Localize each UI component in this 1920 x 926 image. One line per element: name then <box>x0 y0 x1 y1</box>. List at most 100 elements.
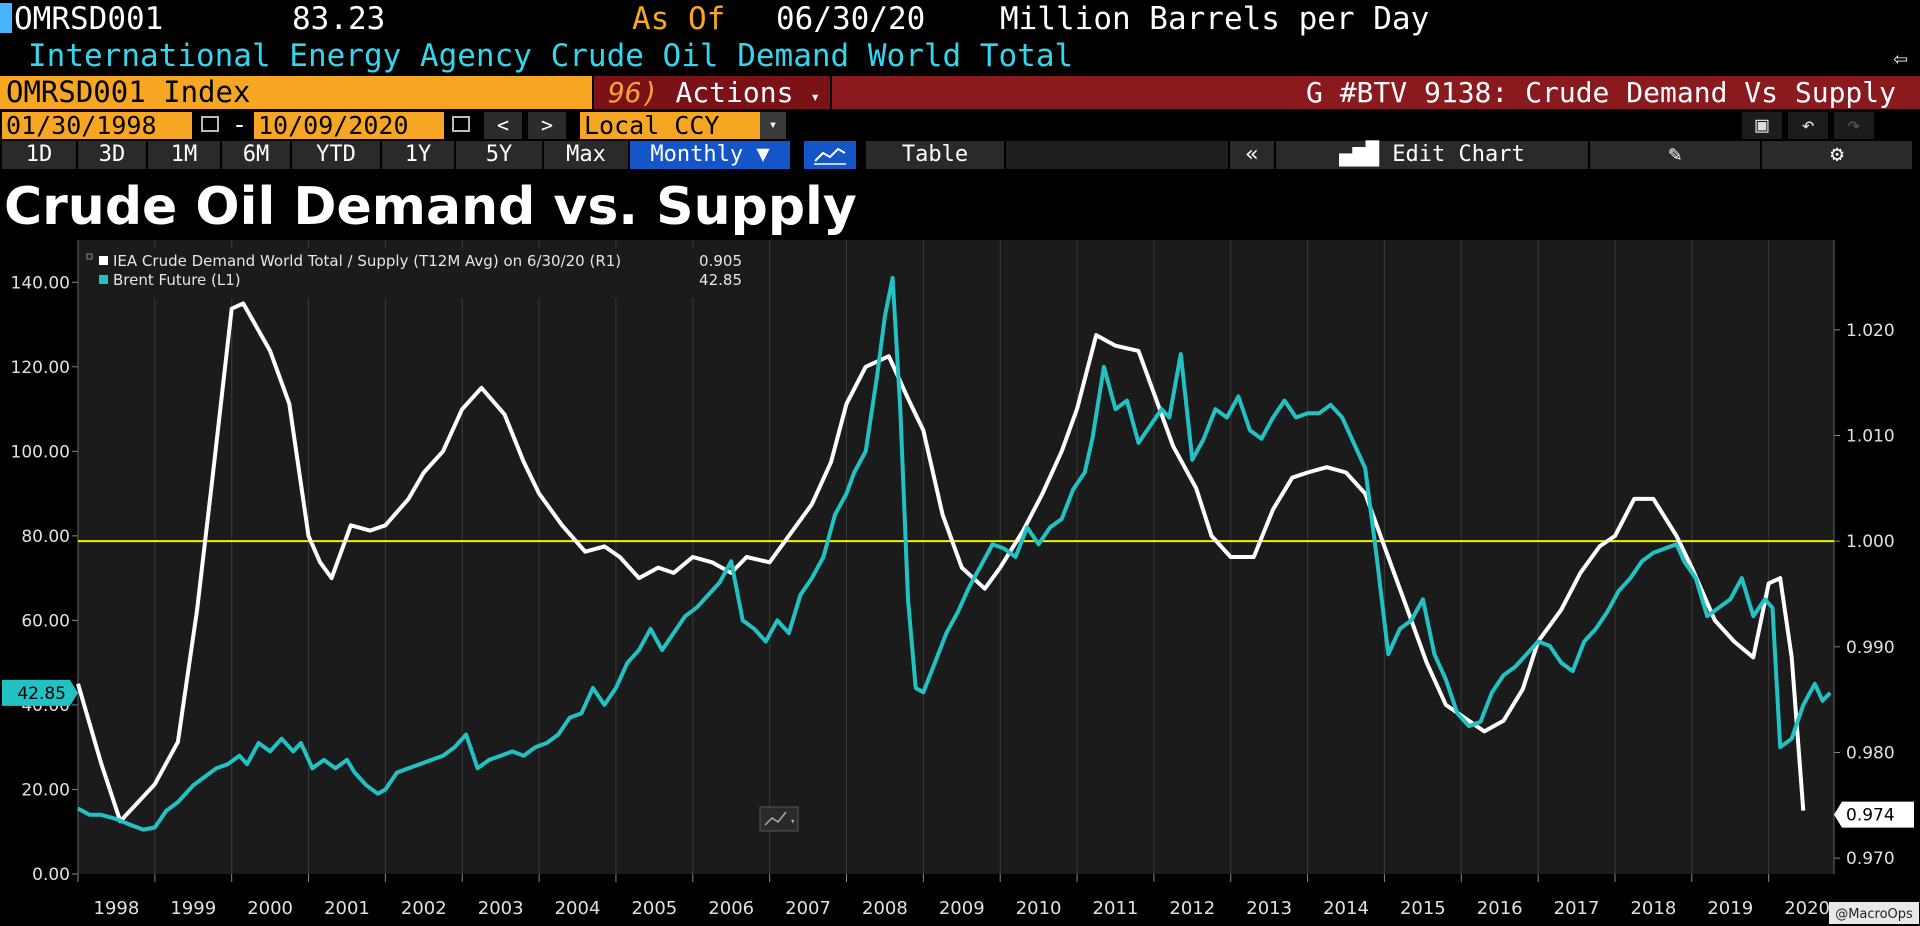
x-tick-label: 2001 <box>324 898 370 919</box>
legend-swatch-demand <box>99 256 108 265</box>
period-3d[interactable]: 3D <box>78 141 146 169</box>
collapse-button[interactable]: « <box>1230 141 1274 169</box>
right-tick-label: 0.970 <box>1846 849 1895 869</box>
legend-swatch-brent <box>99 275 108 284</box>
legend: IEA Crude Demand World Total / Supply (T… <box>82 248 754 298</box>
x-tick-label: 2002 <box>401 898 447 919</box>
left-last-value-badge <box>2 679 78 706</box>
as-of-date: 06/30/20 <box>776 1 926 37</box>
security-subtitle: International Energy Agency Crude Oil De… <box>28 38 1074 74</box>
x-tick-label: 2013 <box>1246 898 1292 919</box>
left-tick-label: 80.00 <box>21 527 70 547</box>
x-tick-label: 2008 <box>862 898 908 919</box>
actions-label: Actions <box>675 76 794 109</box>
period-1y[interactable]: 1Y <box>382 141 454 169</box>
chart-type-toggle[interactable]: ▾ <box>759 806 799 832</box>
right-tick-label: 0.980 <box>1846 743 1895 763</box>
date-separator: - <box>232 110 248 139</box>
currency-select[interactable]: Local CCY <box>580 112 786 139</box>
gear-icon[interactable]: ⚙ <box>1762 141 1912 169</box>
x-axis: 1998 1999 2000 2001 2002 2003 2004 2005 2006 2007… <box>77 874 1830 919</box>
period-1d[interactable]: 1D <box>2 141 76 169</box>
edit-chart-button[interactable]: ▄▆█ Edit Chart <box>1276 141 1588 169</box>
line-chart-icon-glyph <box>814 147 846 165</box>
x-tick-label: 2011 <box>1093 898 1139 919</box>
x-tick-label: 2016 <box>1477 898 1523 919</box>
security-description: International Energy Agency Crude Oil De… <box>0 38 1920 74</box>
x-tick-label: 2017 <box>1554 898 1600 919</box>
chart-toolbar: 1D 3D 1M 6M YTD 1Y 5Y Max Monthly ▼ Tabl… <box>0 140 1920 170</box>
legend-label-brent: Brent Future (L1) <box>113 271 241 289</box>
annotate-icon[interactable]: ✎ <box>1590 141 1760 169</box>
period-max[interactable]: Max <box>544 141 628 169</box>
watermark-text: @MacroOps <box>1835 907 1913 922</box>
watermark: @MacroOps <box>1829 902 1919 924</box>
legend-value-demand: 0.905 <box>699 252 742 270</box>
x-tick-label: 2018 <box>1630 898 1676 919</box>
chart: 0.0020.0040.0060.0080.00100.00120.00140.… <box>0 240 1920 926</box>
redo-icon[interactable]: ↷ <box>1834 112 1874 139</box>
period-1m[interactable]: 1M <box>148 141 220 169</box>
security-input[interactable]: OMRSD001 Index <box>0 76 592 109</box>
undo-icon[interactable]: ↶ <box>1788 112 1828 139</box>
left-tick-label: 140.00 <box>11 273 70 293</box>
x-tick-label: 2006 <box>708 898 754 919</box>
left-tick-label: 20.00 <box>21 780 70 800</box>
legend-collapse-icon[interactable] <box>86 253 93 260</box>
x-tick-label: 2014 <box>1323 898 1369 919</box>
chevron-down-icon: ▾ <box>810 87 820 106</box>
left-last-value-marker: 42.85 <box>2 679 78 706</box>
line-chart-icon[interactable] <box>804 141 856 169</box>
period-ytd[interactable]: YTD <box>292 141 380 169</box>
actions-menu[interactable]: 96) Actions ▾ <box>594 76 830 109</box>
right-tick-label: 1.020 <box>1846 321 1895 341</box>
chevron-down-icon[interactable]: ▾ <box>760 112 786 139</box>
x-tick-label: 2003 <box>478 898 524 919</box>
security-header: OMRSD001 83.23 As Of 06/30/20 Million Ba… <box>0 0 1920 38</box>
right-tick-label: 0.990 <box>1846 638 1895 658</box>
x-tick-label: 2010 <box>1016 898 1062 919</box>
left-tick-label: 0.00 <box>32 865 70 885</box>
left-tick-label: 120.00 <box>11 358 70 378</box>
x-tick-label: 2009 <box>939 898 985 919</box>
next-button[interactable]: > <box>528 112 566 139</box>
header-ticker: OMRSD001 <box>14 1 164 37</box>
right-last-value-text: 0.974 <box>1846 806 1895 826</box>
left-tick-label: 100.00 <box>11 442 70 462</box>
right-axis: 0.970 0.980 0.990 1.000 1.010 1.020 <box>1833 240 1895 874</box>
left-tick-label: 60.00 <box>21 611 70 631</box>
legend-value-brent: 42.85 <box>699 271 742 289</box>
right-last-value-marker: 0.974 <box>1834 801 1914 828</box>
chart-type-toggle-box <box>759 806 799 832</box>
x-tick-label: 2007 <box>785 898 831 919</box>
right-last-value-badge <box>1834 801 1914 828</box>
x-tick-label: 2004 <box>555 898 601 919</box>
end-date-input[interactable]: 10/09/2020 <box>254 112 444 139</box>
chart-title: Crude Oil Demand vs. Supply <box>4 177 857 237</box>
calendar-icon[interactable] <box>452 116 470 132</box>
bar-chart-icon: ▄▆█ <box>1339 142 1380 167</box>
legend-box <box>82 248 754 298</box>
export-icon[interactable]: ⇦ <box>1893 44 1908 72</box>
toolbar-spacer <box>1006 141 1228 169</box>
prev-button[interactable]: < <box>484 112 522 139</box>
calendar-icon[interactable] <box>201 116 219 132</box>
start-date-input[interactable]: 01/30/1998 <box>2 112 192 139</box>
period-5y[interactable]: 5Y <box>456 141 542 169</box>
date-range-bar: 01/30/1998 - 10/09/2020 < > Local CCY ▾ … <box>0 110 1920 140</box>
x-tick-label: 1999 <box>170 898 216 919</box>
x-tick-label: 1998 <box>94 898 140 919</box>
period-6m[interactable]: 6M <box>222 141 290 169</box>
chevron-down-icon: ▾ <box>790 817 795 827</box>
x-tick-label: 2020 <box>1784 898 1830 919</box>
table-button[interactable]: Table <box>866 141 1004 169</box>
x-tick-label: 2012 <box>1169 898 1215 919</box>
graph-title: G #BTV 9138: Crude Demand Vs Supply <box>832 76 1920 109</box>
series-demand-line <box>76 301 1806 824</box>
cursor-marker <box>0 3 12 33</box>
frequency-select[interactable]: Monthly ▼ <box>630 141 790 169</box>
right-tick-label: 1.000 <box>1846 532 1895 552</box>
right-tick-label: 1.010 <box>1846 426 1895 446</box>
presentation-icon[interactable]: ▣ <box>1742 112 1782 139</box>
gridlines <box>154 240 1770 874</box>
